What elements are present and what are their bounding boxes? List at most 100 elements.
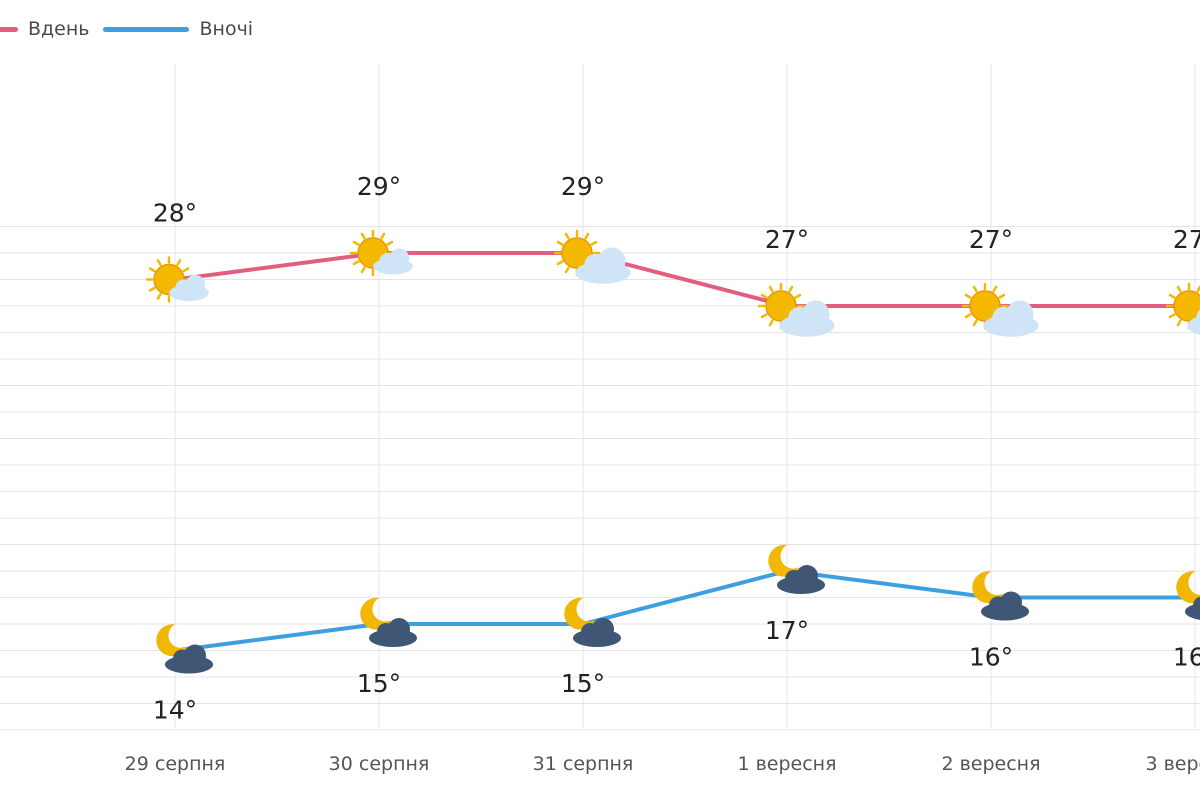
cloud-icon: [777, 565, 825, 594]
x-axis-ticks: 29 серпня 30 серпня 31 серпня 1 вересня 2 ве…: [125, 753, 1200, 775]
sun-ray: [998, 293, 1006, 299]
cloud-puff: [388, 618, 410, 640]
moon-crescent: [156, 624, 187, 657]
series-lines: [174, 251, 1195, 653]
moon-cloud-icon: [564, 597, 621, 647]
legend-item-day[interactable]: Вдень: [0, 18, 89, 40]
sun-ray: [1168, 293, 1176, 299]
sun-disc: [1173, 290, 1200, 322]
chart-grid: [0, 64, 1200, 731]
day-temp-label: 27°: [765, 225, 809, 254]
moon-crescent: [768, 544, 799, 577]
moon-icon: [768, 544, 799, 577]
sun-ray: [972, 285, 978, 293]
night-series-line: [174, 569, 1195, 653]
cloud-icon: [165, 644, 213, 674]
sun-ray: [564, 232, 570, 240]
night-temp-label: 17°: [765, 616, 809, 645]
chart-legend: Вдень Вночі: [0, 14, 253, 44]
sun-cloud-icon: [349, 229, 413, 277]
sun-ray: [352, 240, 360, 246]
x-tick-label: 30 серпня: [329, 753, 430, 775]
sun-ray: [148, 286, 156, 292]
cloud-puff: [1196, 309, 1200, 327]
moon-icon: [1176, 571, 1200, 604]
day-temp-label: 28°: [153, 199, 197, 228]
sun-disc: [765, 290, 797, 322]
sun-ray: [1176, 285, 1182, 293]
cloud-icon: [1187, 309, 1200, 335]
day-temp-label: 29°: [561, 172, 605, 201]
night-temp-label: 16°: [1173, 643, 1200, 672]
sun-ray: [760, 313, 768, 319]
sun-ray: [564, 266, 570, 274]
sun-ray: [360, 266, 366, 274]
legend-item-night[interactable]: Вночі: [103, 18, 253, 40]
legend-label-day: Вдень: [28, 18, 90, 40]
cloud-puff: [598, 247, 626, 275]
sun-ray: [788, 285, 794, 293]
day-temp-label: 27°: [1173, 225, 1200, 254]
sun-ray: [556, 240, 564, 246]
moon-cloud-icon: [156, 624, 213, 674]
legend-swatch-day: [0, 26, 18, 32]
sun-cloud-icon: [757, 282, 835, 337]
moon-cloud-icon: [1176, 571, 1200, 620]
moon-icon: [156, 624, 187, 657]
moon-cloud-icon: [972, 571, 1029, 621]
sun-ray: [964, 293, 972, 299]
sun-ray: [972, 319, 978, 327]
cloud-icon: [981, 591, 1029, 621]
cloud-puff: [592, 618, 614, 640]
sun-cloud-icon: [145, 256, 209, 303]
legend-label-night: Вночі: [199, 18, 254, 40]
cloud-icon: [169, 274, 209, 301]
cloud-icon: [373, 248, 413, 275]
sun-ray: [584, 232, 590, 240]
moon-crescent: [564, 597, 595, 630]
sun-ray: [768, 285, 774, 293]
cloud-puff: [185, 274, 206, 295]
legend-swatch-night: [103, 26, 190, 32]
sun-ray: [992, 285, 998, 293]
cloud-icon: [983, 300, 1039, 337]
sun-ray: [1168, 313, 1176, 319]
moon-icon: [360, 597, 391, 630]
night-temp-label: 15°: [561, 669, 605, 698]
cloud-icon: [369, 618, 417, 647]
cloud-puff: [184, 644, 206, 667]
cloud-puff: [1006, 300, 1034, 328]
sun-ray: [352, 260, 360, 266]
cloud-icon: [573, 618, 621, 647]
sun-ray: [964, 313, 972, 319]
sun-ray: [556, 260, 564, 266]
sun-ray: [768, 319, 774, 327]
moon-crescent: [972, 571, 1003, 604]
moon-cloud-icon: [768, 544, 825, 594]
moon-cloud-icon: [360, 597, 417, 647]
sun-ray: [156, 259, 162, 267]
cloud-icon: [575, 247, 631, 284]
x-tick-label: 31 серпня: [533, 753, 634, 775]
sun-disc: [561, 237, 593, 269]
night-temp-label: 15°: [357, 669, 401, 698]
value-labels: 28° 29° 29° 27° 27° 27° 14° 15° 15° 17° 16° 16°: [153, 172, 1200, 725]
sun-cloud-icon: [1165, 282, 1200, 335]
sun-cloud-icon: [553, 229, 631, 284]
cloud-icon: [1185, 596, 1200, 620]
moon-crescent: [360, 597, 391, 630]
sun-disc: [969, 290, 1001, 322]
cloud-puff: [1193, 596, 1200, 615]
day-temp-label: 29°: [357, 172, 401, 201]
sun-ray: [386, 240, 394, 246]
sun-ray: [148, 267, 156, 273]
x-tick-label: 2 вересня: [941, 753, 1040, 775]
sun-ray: [380, 232, 386, 240]
sun-ray: [794, 293, 802, 299]
sun-ray: [360, 232, 366, 240]
night-temp-label: 16°: [969, 643, 1013, 672]
sun-ray: [760, 293, 768, 299]
weather-icons: [145, 229, 1200, 674]
x-tick-label: 1 вересня: [737, 753, 836, 775]
